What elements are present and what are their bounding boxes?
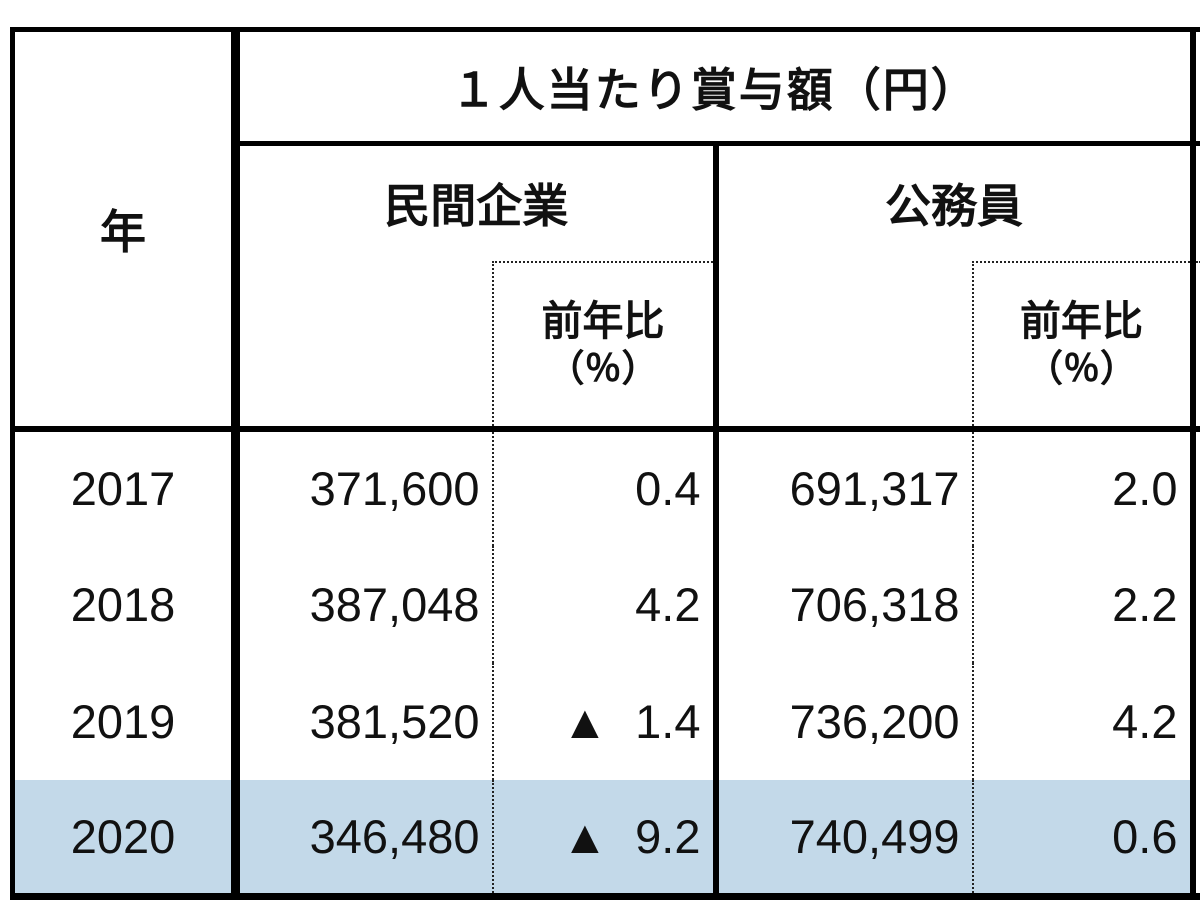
main-title-cell: １人当たり賞与額（円） bbox=[235, 29, 1196, 146]
table-row-2020-highlighted: 2020 346,480 ▲ 9.2 740,499 0.6 bbox=[12, 779, 1200, 897]
table-row-2019: 2019 381,520 ▲ 1.4 736,200 4.2 bbox=[12, 662, 1200, 780]
yoy-header-public-line1: 前年比 bbox=[1020, 298, 1143, 345]
private-yoy-cell: 4.2 bbox=[491, 545, 719, 663]
yoy-header-private: 前年比 （％） bbox=[491, 260, 719, 432]
private-yoy-cell: ▲ 9.2 bbox=[491, 779, 719, 897]
year-cell: 2017 bbox=[12, 428, 240, 546]
cropped-column-cell bbox=[1193, 546, 1200, 663]
year-cell: 2019 bbox=[12, 662, 240, 780]
public-amount-cell: 736,200 bbox=[789, 694, 960, 748]
public-amount-subheader-empty bbox=[715, 261, 973, 432]
yoy-header-private-line1: 前年比 bbox=[541, 298, 665, 345]
cropped-column-cell bbox=[1193, 780, 1200, 897]
private-amount-cell: 387,048 bbox=[309, 577, 480, 631]
private-amount-cell: 381,520 bbox=[309, 694, 480, 748]
public-yoy-cell: 4.2 bbox=[971, 662, 1196, 780]
cropped-column-cell bbox=[1193, 429, 1200, 546]
header-row-subheaders: 前年比 （％） 前年比 （％） bbox=[13, 260, 1200, 432]
cropped-column-cell bbox=[1192, 260, 1200, 432]
bonus-comparison-table: 年 １人当たり賞与額（円） 民間企業 公務員 前年比 （％） 前年比 （％） bbox=[10, 27, 1200, 900]
cropped-column-cell bbox=[1193, 144, 1200, 262]
group-header-private: 民間企業 bbox=[235, 143, 719, 262]
public-amount-cell: 691,317 bbox=[789, 462, 960, 515]
private-amount-cell: 346,480 bbox=[235, 779, 493, 897]
header-row-title: 年 １人当たり賞与額（円） bbox=[12, 29, 1200, 432]
year-cell: 2018 bbox=[12, 545, 240, 663]
header-row-groups: 民間企業 公務員 bbox=[13, 143, 1200, 262]
yoy-header-private-line2: （％） bbox=[547, 348, 659, 390]
cropped-column-cell bbox=[1193, 663, 1200, 780]
private-amount-cell: 371,600 bbox=[309, 462, 480, 515]
table-row-2017: 2017 371,600 0.4 691,317 2.0 bbox=[12, 428, 1200, 546]
public-amount-cell: 740,499 bbox=[715, 779, 973, 897]
year-cell: 2020 bbox=[12, 779, 240, 897]
private-yoy-cell: 0.4 bbox=[491, 428, 719, 546]
public-amount-cell: 706,318 bbox=[789, 577, 960, 631]
public-yoy-cell: 2.0 bbox=[971, 428, 1196, 546]
cropped-column-cell bbox=[1192, 29, 1200, 146]
private-yoy-cell: ▲ 1.4 bbox=[491, 662, 719, 780]
public-yoy-cell: 2.2 bbox=[971, 545, 1196, 663]
table-row-2018: 2018 387,048 4.2 706,318 2.2 bbox=[12, 545, 1200, 663]
yoy-header-public-line2: （％） bbox=[1026, 348, 1137, 390]
private-amount-subheader-empty bbox=[235, 261, 493, 432]
group-header-public: 公務員 bbox=[715, 143, 1196, 262]
year-column-header: 年 bbox=[12, 29, 240, 432]
yoy-header-public: 前年比 （％） bbox=[971, 260, 1196, 432]
public-yoy-cell: 0.6 bbox=[971, 779, 1196, 897]
